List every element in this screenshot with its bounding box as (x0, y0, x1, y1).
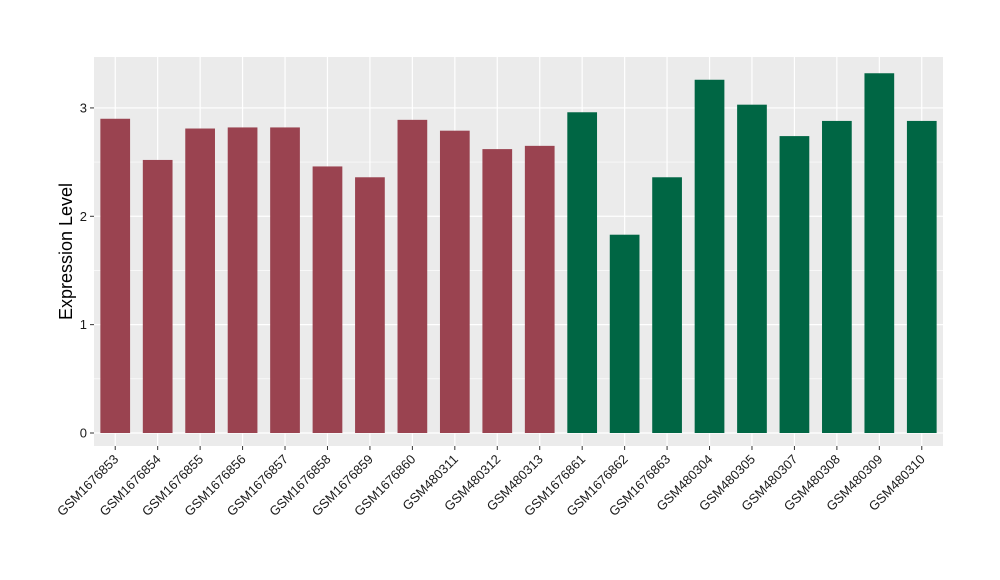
x-axis: GSM1676853GSM1676854GSM1676855GSM1676856… (54, 446, 928, 519)
bar (355, 177, 385, 433)
bar (482, 149, 513, 433)
bar (100, 118, 131, 433)
bar (694, 79, 725, 433)
bar (737, 104, 767, 433)
bar (779, 136, 810, 433)
plot-panel (94, 57, 943, 446)
bar (906, 120, 937, 433)
y-axis-title: Expression Level (56, 183, 76, 320)
bar (822, 120, 852, 433)
bar (439, 130, 470, 433)
bar (524, 145, 555, 433)
bar (227, 127, 258, 433)
y-tick-label: 1 (80, 317, 87, 332)
y-tick-label: 3 (80, 100, 87, 115)
y-tick-label: 2 (80, 209, 87, 224)
bar (270, 127, 300, 433)
bar (567, 112, 598, 433)
bar (864, 73, 895, 433)
bar (397, 119, 428, 433)
bars-group (100, 73, 937, 433)
bar (312, 166, 343, 433)
y-tick-label: 0 (80, 425, 87, 440)
y-axis: 0 1 2 3 (80, 100, 94, 440)
bar (652, 177, 682, 433)
bar (609, 234, 640, 433)
bar (142, 159, 173, 433)
bar (185, 128, 215, 433)
